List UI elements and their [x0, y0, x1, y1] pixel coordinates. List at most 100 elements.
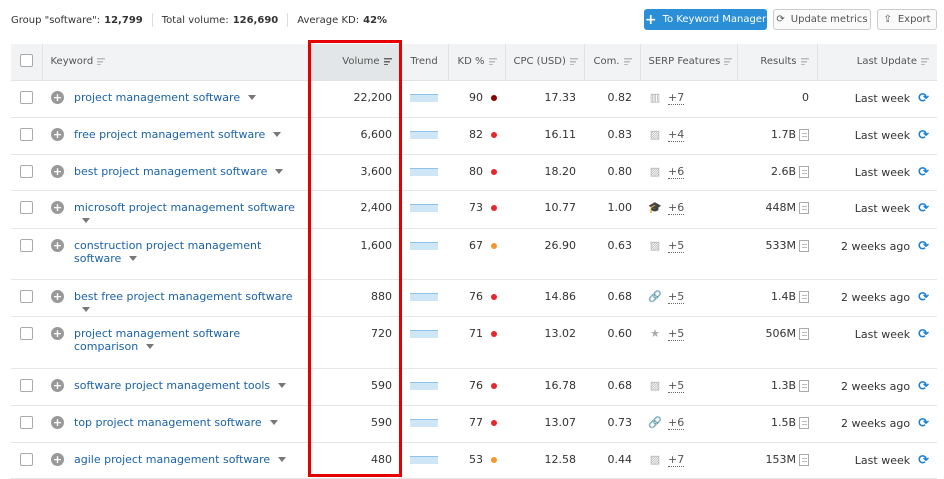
results-cell: 153M: [737, 442, 817, 479]
keyword-link[interactable]: best free project management software: [74, 289, 293, 303]
chevron-down-icon[interactable]: [129, 256, 138, 261]
add-keyword-icon[interactable]: +: [51, 238, 64, 252]
chevron-down-icon[interactable]: [269, 420, 278, 425]
serp-more-link[interactable]: +4: [668, 127, 685, 142]
serp-more-link[interactable]: +5: [668, 238, 685, 253]
add-keyword-icon[interactable]: +: [51, 378, 64, 392]
add-keyword-icon[interactable]: +: [51, 164, 64, 178]
sort-icon: [97, 57, 106, 65]
add-keyword-icon[interactable]: +: [51, 289, 64, 303]
update-metrics-button[interactable]: ⟳ Update metrics: [773, 9, 871, 30]
keyword-link[interactable]: project management software: [74, 90, 241, 104]
row-checkbox[interactable]: [20, 452, 33, 466]
upload-icon: ⇪: [883, 14, 892, 25]
serp-snapshot-icon[interactable]: [799, 201, 809, 214]
serp-more-link[interactable]: +5: [668, 378, 685, 393]
kd-cell: 67: [448, 228, 505, 280]
column-cpc[interactable]: CPC (USD): [504, 44, 584, 81]
column-serp[interactable]: SERP Features: [639, 44, 737, 81]
to-keyword-manager-button[interactable]: + To Keyword Manager: [644, 9, 767, 30]
refresh-icon[interactable]: ⟳: [918, 127, 929, 143]
chevron-down-icon[interactable]: [248, 95, 257, 100]
serp-more-link[interactable]: +5: [668, 289, 685, 304]
kd-cell: 53: [448, 442, 505, 479]
keyword-link[interactable]: top project management software: [74, 415, 262, 429]
last-update-value: 2 weeks ago: [841, 379, 911, 393]
row-checkbox[interactable]: [20, 164, 33, 178]
serp-more-link[interactable]: +7: [668, 452, 685, 467]
row-checkbox[interactable]: [20, 200, 33, 214]
kd-value: 77: [469, 415, 483, 429]
keyword-link[interactable]: project management software comparison: [74, 326, 241, 353]
kd-value: 82: [469, 127, 483, 141]
chevron-down-icon[interactable]: [278, 457, 287, 462]
add-keyword-icon[interactable]: +: [51, 415, 64, 429]
serp-snapshot-icon[interactable]: [799, 416, 809, 429]
chevron-down-icon[interactable]: [82, 218, 90, 223]
last-update-cell: 2 weeks ago ⟳: [817, 368, 937, 406]
row-checkbox[interactable]: [20, 378, 33, 392]
trend-sparkline: [410, 292, 438, 301]
row-checkbox[interactable]: [20, 415, 33, 429]
row-checkbox[interactable]: [20, 127, 33, 141]
cpc-cell: 18.20: [505, 154, 584, 191]
serp-more-link[interactable]: +5: [668, 326, 685, 341]
serp-more-link[interactable]: +7: [668, 90, 685, 105]
export-button[interactable]: ⇪ Export: [877, 9, 937, 30]
serp-snapshot-icon[interactable]: [799, 290, 809, 303]
add-keyword-icon[interactable]: +: [51, 200, 64, 214]
refresh-icon[interactable]: ⟳: [918, 164, 929, 180]
chevron-down-icon[interactable]: [146, 344, 155, 349]
keyword-link[interactable]: construction project management software: [74, 238, 262, 265]
chevron-down-icon[interactable]: [278, 383, 287, 388]
serp-snapshot-icon[interactable]: [799, 165, 809, 178]
add-keyword-icon[interactable]: +: [51, 127, 64, 141]
column-last-update-label: Last Update: [856, 56, 917, 68]
serp-snapshot-icon[interactable]: [799, 327, 809, 340]
last-update-value: Last week: [854, 91, 911, 105]
keyword-link[interactable]: software project management tools: [74, 378, 271, 392]
row-checkbox[interactable]: [20, 90, 33, 104]
results-value: 1.7B: [770, 127, 796, 141]
add-keyword-icon[interactable]: +: [51, 326, 64, 340]
trend-cell: [400, 368, 448, 406]
chevron-down-icon[interactable]: [82, 307, 90, 312]
column-keyword[interactable]: Keyword: [41, 44, 310, 81]
keyword-cell: + agile project management software: [42, 442, 310, 479]
last-update-cell: Last week ⟳: [817, 154, 937, 191]
serp-cell: ▨ +7: [640, 442, 737, 479]
row-checkbox[interactable]: [20, 238, 33, 252]
serp-snapshot-icon[interactable]: [799, 453, 809, 466]
keyword-link[interactable]: microsoft project management software: [74, 200, 295, 214]
refresh-icon[interactable]: ⟳: [918, 378, 929, 394]
column-com[interactable]: Com.: [583, 44, 640, 81]
add-keyword-icon[interactable]: +: [51, 452, 64, 466]
serp-snapshot-icon[interactable]: [799, 239, 809, 252]
column-volume[interactable]: Volume: [309, 44, 400, 81]
keyword-link[interactable]: agile project management software: [74, 452, 271, 466]
chevron-down-icon[interactable]: [273, 132, 282, 137]
refresh-icon[interactable]: ⟳: [918, 200, 929, 216]
row-checkbox[interactable]: [20, 289, 33, 303]
serp-more-link[interactable]: +6: [668, 415, 685, 430]
refresh-icon[interactable]: ⟳: [918, 238, 929, 254]
results-cell: 0: [737, 80, 817, 118]
column-results[interactable]: Results: [736, 44, 817, 81]
add-keyword-icon[interactable]: +: [51, 90, 64, 104]
refresh-icon[interactable]: ⟳: [918, 90, 929, 106]
chevron-down-icon[interactable]: [275, 169, 284, 174]
select-all-checkbox[interactable]: [19, 53, 33, 67]
refresh-icon[interactable]: ⟳: [918, 452, 929, 468]
serp-more-link[interactable]: +6: [668, 200, 685, 215]
column-kd[interactable]: KD %: [447, 44, 505, 81]
serp-snapshot-icon[interactable]: [799, 128, 809, 141]
column-last-update[interactable]: Last Update: [816, 44, 937, 81]
refresh-icon[interactable]: ⟳: [918, 415, 929, 431]
refresh-icon[interactable]: ⟳: [918, 326, 929, 342]
serp-more-link[interactable]: +6: [668, 164, 685, 179]
refresh-icon[interactable]: ⟳: [918, 289, 929, 305]
keyword-link[interactable]: best project management software: [74, 164, 268, 178]
row-checkbox[interactable]: [20, 326, 33, 340]
keyword-link[interactable]: free project management software: [74, 127, 266, 141]
serp-snapshot-icon[interactable]: [799, 379, 809, 392]
